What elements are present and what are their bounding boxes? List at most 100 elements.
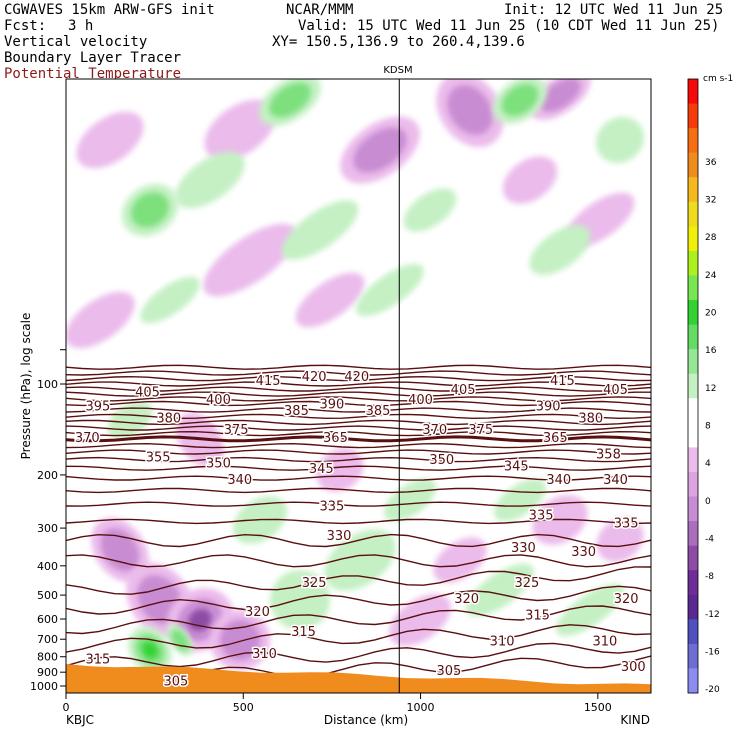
theta-line	[66, 475, 651, 481]
colorbar-swatch	[688, 103, 698, 129]
theta-label: 320	[245, 605, 270, 620]
theta-label: 340	[227, 473, 252, 488]
marker-label: KDSM	[383, 65, 412, 76]
theta-label: 310	[592, 634, 617, 649]
theta-label: 420	[302, 370, 327, 385]
velocity-region	[493, 478, 547, 522]
terrain-layer	[66, 662, 651, 693]
colorbar-swatch	[688, 349, 698, 375]
velocity-region	[204, 99, 276, 161]
y-tick-label: 600	[37, 613, 58, 626]
theta-label: 340	[546, 473, 571, 488]
colorbar-swatch	[688, 471, 698, 498]
theta-line	[66, 605, 651, 635]
theta-label: 415	[256, 374, 281, 389]
plot-frame	[65, 78, 652, 694]
y-tick-label: 200	[37, 469, 58, 482]
velocity-region	[433, 537, 487, 583]
velocity-region	[353, 127, 407, 173]
field-vertical-velocity: Vertical velocity	[4, 34, 148, 50]
xy-endpoints: XY= 150.5,136.9 to 260.4,139.6	[272, 34, 525, 50]
theta-label: 330	[511, 541, 536, 556]
theta-line	[66, 442, 651, 449]
colorbar-swatch	[688, 447, 698, 473]
velocity-region	[100, 528, 140, 572]
theta-line	[66, 430, 651, 437]
theta-label: 380	[156, 411, 181, 426]
velocity-region	[175, 151, 245, 209]
velocity-region	[66, 291, 135, 349]
right-station-label: KIND	[620, 713, 650, 727]
init-time: Init: 12 UTC Wed 11 Jun 25	[504, 2, 724, 18]
terrain-fill	[66, 662, 651, 693]
colorbar-swatch	[688, 496, 698, 522]
theta-label: 305	[436, 664, 461, 679]
colorbar-tick-label: 4	[705, 459, 711, 469]
center-label: NCAR/MMM	[286, 2, 354, 18]
theta-label: 330	[571, 545, 596, 560]
velocity-region	[595, 116, 645, 164]
y-tick-label: 800	[37, 651, 58, 664]
colorbar-swatch	[688, 594, 698, 620]
y-axis-label: Pressure (hPa), log scale	[19, 313, 33, 460]
theta-label: 405	[451, 383, 476, 398]
colorbar-swatch	[688, 250, 698, 276]
colorbar-swatch	[688, 545, 698, 571]
colorbar-swatch	[688, 570, 698, 596]
theta-label: 370	[75, 431, 100, 446]
velocity-region	[383, 478, 437, 522]
theta-label: 390	[536, 400, 561, 415]
velocity-region	[295, 272, 365, 328]
field-boundary-layer-tracer: Boundary Layer Tracer	[4, 50, 182, 66]
theta-label: 405	[135, 386, 160, 401]
colorbar-tick-label: 16	[705, 346, 717, 356]
theta-label: 358	[596, 448, 621, 463]
theta-line	[66, 518, 651, 525]
model-title: CGWAVES 15km ARW-GFS init	[4, 2, 215, 18]
velocity-region	[269, 82, 311, 118]
theta-line	[66, 386, 651, 392]
velocity-region	[502, 156, 558, 204]
theta-label: 300	[621, 660, 646, 675]
colorbar-tick-label: 24	[705, 271, 717, 281]
x-tick-label: 500	[233, 701, 254, 714]
theta-label: 385	[366, 404, 391, 419]
distance-axis: 0 500 1000 1500	[63, 693, 612, 714]
theta-line	[66, 585, 651, 615]
theta-line	[66, 419, 651, 426]
colorbar: 36 32 28 24 20 16 12 8 4 0 -4 -8 -12 -16 -20 cm s-1	[687, 74, 733, 695]
colorbar-swatch	[688, 275, 698, 301]
theta-line	[66, 566, 651, 595]
theta-contours	[66, 364, 651, 682]
theta-label: 385	[284, 404, 309, 419]
colorbar-tick-label: 32	[705, 196, 716, 206]
colorbar-tick-label: -16	[705, 648, 720, 658]
fcst-value: 3 h	[68, 18, 94, 34]
y-tick-label: 1000	[30, 680, 58, 693]
theta-label: 400	[206, 393, 231, 408]
colorbar-tick-label: 8	[705, 422, 711, 432]
theta-label: 390	[319, 397, 344, 412]
colorbar-swatch	[688, 300, 698, 326]
theta-label: 315	[85, 652, 110, 667]
theta-line	[66, 624, 651, 653]
left-station-label: KBJC	[66, 713, 94, 727]
colorbar-swatch	[688, 152, 698, 178]
theta-label: 350	[429, 453, 454, 468]
velocity-region	[529, 225, 591, 275]
theta-label: 405	[603, 383, 628, 398]
velocity-region	[501, 84, 539, 116]
theta-label: 305	[163, 675, 188, 690]
colorbar-unit: cm s-1	[703, 74, 733, 84]
theta-line	[66, 642, 651, 668]
colorbar-swatch	[688, 177, 698, 203]
theta-line	[66, 533, 651, 548]
colorbar-swatch	[688, 521, 698, 547]
colorbar-tick-label: -4	[705, 535, 714, 545]
x-axis-label: Distance (km)	[324, 713, 408, 727]
velocity-region	[539, 79, 581, 112]
theta-label: 315	[525, 609, 550, 624]
theta-line	[66, 413, 651, 420]
